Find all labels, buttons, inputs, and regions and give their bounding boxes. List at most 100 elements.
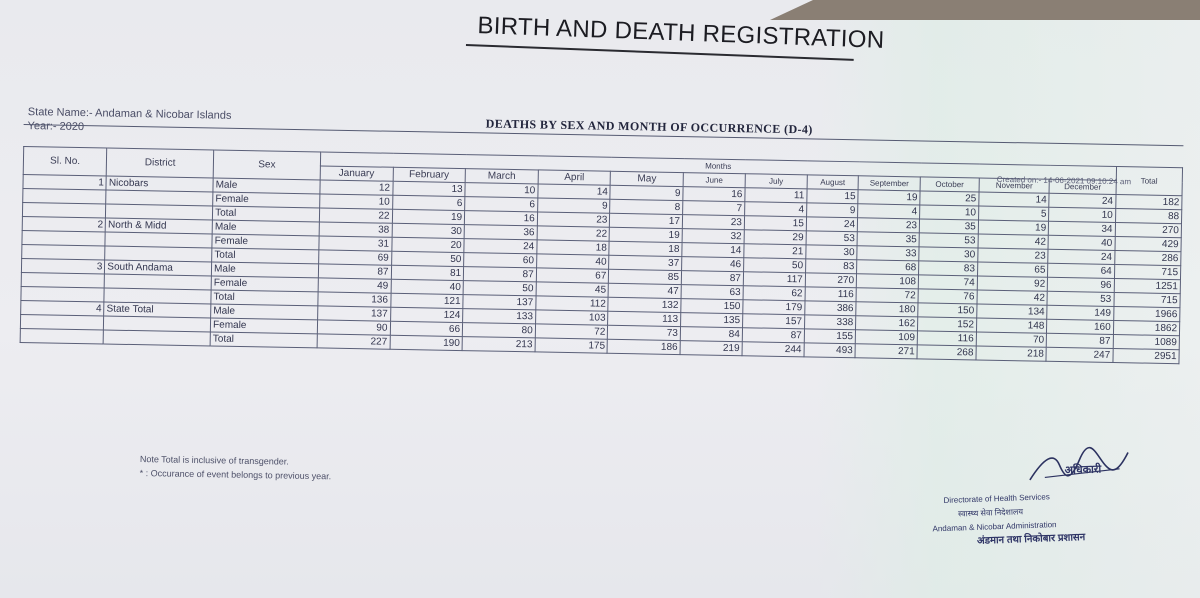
cell-value: 162 [855, 315, 918, 331]
cell-value: 50 [463, 280, 537, 296]
cell-value: 218 [975, 345, 1047, 362]
cell-value: 30 [918, 246, 978, 263]
deaths-table: Sl. No. District Sex Months Total Januar… [20, 146, 1183, 364]
cell-value: 247 [1046, 347, 1113, 363]
cell-value: 76 [918, 288, 978, 304]
cell-value: 87 [318, 263, 392, 280]
cell-value: 34 [1048, 221, 1116, 237]
cell-value: 87 [742, 327, 805, 343]
cell-value: 29 [744, 229, 807, 245]
cell-value: 80 [462, 322, 536, 338]
cell-value: 87 [681, 270, 744, 286]
cell-value: 103 [535, 309, 609, 326]
cell-value: 9 [610, 185, 684, 201]
cell-value: 30 [391, 223, 465, 239]
cell-value: 72 [535, 323, 608, 340]
cell-sex: Total [210, 331, 318, 348]
cell-sl-no: 2 [22, 216, 106, 233]
cell-value: 148 [976, 317, 1048, 334]
cell-value: 50 [743, 257, 806, 273]
cell-value: 175 [534, 337, 608, 354]
cell-value: 137 [317, 305, 391, 322]
cell-value: 50 [391, 251, 464, 267]
cell-value: 22 [319, 207, 393, 224]
cell-value: 87 [463, 266, 537, 282]
cell-value: 150 [917, 302, 977, 318]
cell-value: 1251 [1113, 278, 1181, 294]
cell-value: 5 [978, 206, 1050, 222]
official-stamp: अधिकारी Directorate of Health Services स… [914, 446, 1148, 566]
cell-value: 270 [805, 272, 857, 288]
cell-value: 8 [609, 199, 683, 215]
cell-value: 23 [537, 211, 610, 228]
cell-value: 15 [744, 215, 807, 231]
cell-value: 40 [390, 279, 464, 295]
header-month-march: March [465, 168, 539, 184]
header-month-november: November [978, 178, 1050, 194]
header-month-august: August [806, 174, 859, 190]
cell-sl-no [20, 328, 104, 344]
cell-value: 24 [1049, 193, 1116, 209]
cell-value: 25 [919, 190, 979, 207]
cell-value: 157 [742, 313, 805, 329]
cell-value: 23 [977, 248, 1049, 264]
header-total: Total [1115, 166, 1183, 196]
cell-value: 64 [1047, 263, 1115, 279]
cell-value: 92 [977, 275, 1048, 292]
cell-value: 338 [804, 314, 856, 330]
header-month-october: October [920, 176, 980, 193]
cell-value: 121 [390, 293, 464, 309]
cell-value: 85 [608, 269, 682, 285]
cell-value: 49 [317, 277, 391, 294]
cell-value: 83 [918, 260, 978, 276]
cell-sl-no [20, 314, 104, 330]
cell-value: 46 [681, 256, 744, 272]
cell-value: 155 [804, 328, 856, 344]
cell-value: 84 [680, 326, 743, 342]
cell-value: 18 [536, 239, 610, 256]
cell-value: 286 [1114, 250, 1181, 266]
cell-value: 69 [318, 249, 392, 266]
header-district: District [106, 148, 214, 178]
cell-value: 4 [857, 203, 920, 219]
cell-value: 16 [682, 186, 746, 202]
cell-value: 90 [317, 319, 391, 336]
header-sl-no: Sl. No. [23, 146, 108, 177]
cell-value: 9 [806, 202, 858, 218]
cell-district [103, 329, 211, 346]
cell-value: 65 [977, 262, 1049, 278]
cell-value: 109 [855, 329, 918, 345]
cell-value: 96 [1047, 277, 1115, 293]
cell-value: 33 [856, 245, 920, 261]
notes: Note Total is inclusive of transgender. … [140, 452, 332, 483]
table-body: 1 Nicobars Male 12 13 10 14 9 16 11 15 19 25 14 24 182 F… [20, 174, 1183, 364]
note-previous-year: * : Occurance of event belongs to previo… [139, 467, 332, 482]
header-month-june: June [683, 172, 746, 188]
cell-value: 179 [742, 299, 805, 315]
cell-value: 149 [1047, 305, 1114, 321]
cell-value: 113 [607, 311, 681, 327]
stamp-line-1: Directorate of Health Services [943, 492, 1050, 505]
background-surface [770, 0, 1200, 20]
cell-value: 62 [742, 285, 806, 301]
cell-value: 6 [464, 196, 538, 212]
cell-value: 7 [682, 200, 745, 216]
cell-value: 72 [856, 287, 919, 303]
cell-value: 15 [806, 188, 859, 204]
cell-value: 117 [743, 271, 806, 287]
header-month-february: February [392, 167, 466, 183]
cell-value: 10 [1048, 207, 1116, 223]
cell-value: 63 [681, 284, 744, 300]
cell-value: 186 [607, 339, 681, 355]
cell-value: 2951 [1112, 348, 1180, 364]
cell-value: 152 [917, 316, 977, 332]
header-month-july: July [745, 173, 808, 189]
cell-value: 24 [463, 238, 537, 254]
cell-value: 429 [1114, 236, 1182, 252]
cell-value: 493 [803, 342, 856, 358]
cell-value: 20 [391, 237, 465, 253]
cell-value: 14 [681, 242, 745, 258]
cell-value: 22 [536, 225, 610, 242]
cell-value: 180 [855, 301, 919, 317]
